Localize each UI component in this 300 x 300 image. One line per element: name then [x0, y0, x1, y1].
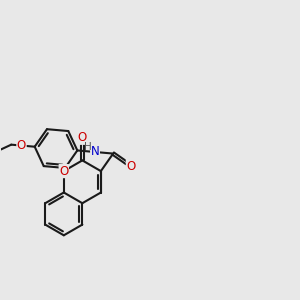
Text: H: H	[84, 142, 92, 152]
Text: O: O	[17, 139, 26, 152]
Text: O: O	[126, 160, 136, 172]
Text: O: O	[59, 165, 68, 178]
Text: N: N	[91, 146, 99, 158]
Text: O: O	[78, 131, 87, 144]
